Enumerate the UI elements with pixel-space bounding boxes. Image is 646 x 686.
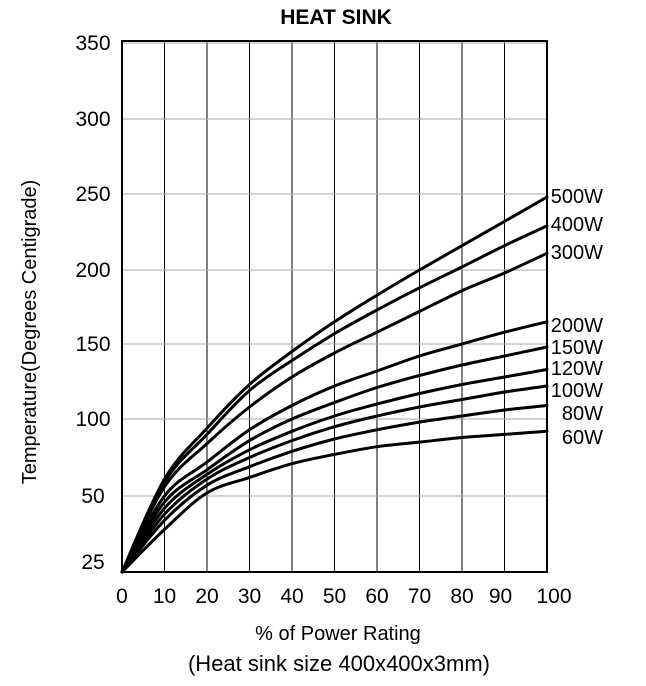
y-tick-label: 300 [75,108,110,131]
y-tick-label: 25 [81,551,104,574]
series-label-200w: 200W [551,315,603,337]
series-line-200w [120,320,549,574]
series-line-100w [120,384,549,574]
x-tick-label: 100 [536,585,571,608]
series-line-120w [120,368,549,574]
x-tick-label: 30 [238,585,261,608]
y-tick-label: 150 [75,333,110,356]
plot-frame [121,40,548,573]
x-tick-label: 20 [195,585,218,608]
series-label-80w: 80W [562,403,603,425]
series-label-120w: 120W [551,358,603,380]
series-line-300w [120,251,549,574]
x-tick-label: 80 [450,585,473,608]
y-tick-label: 50 [81,485,104,508]
series-lines [120,195,549,574]
series-label-150w: 150W [551,337,603,359]
series-line-80w [120,404,549,574]
series-label-400w: 400W [551,214,603,236]
x-tick-label: 60 [365,585,388,608]
y-tick-label: 250 [75,183,110,206]
x-axis-label: % of Power Rating [255,623,421,645]
y-tick-labels: 25 50 100 150 200 250 300 350 [75,32,110,574]
grid [121,41,548,573]
y-tick-label: 200 [75,259,110,282]
series-label-500w: 500W [551,186,603,208]
y-tick-label: 100 [75,408,110,431]
series-label-60w: 60W [562,427,603,449]
series-label-300w: 300W [551,242,603,264]
series-label-100w: 100W [551,380,603,402]
y-tick-label: 350 [75,32,110,55]
series-line-400w [120,224,549,574]
x-tick-label: 10 [153,585,176,608]
x-tick-label: 40 [280,585,303,608]
x-tick-label: 70 [408,585,431,608]
x-tick-label: 0 [116,585,128,608]
x-tick-labels: 0 10 20 30 40 50 60 70 80 90 100 [116,585,571,608]
series-line-60w [120,429,549,574]
y-axis-label: Temperature(Degrees Centigrade) [19,180,41,485]
x-axis-subtitle: (Heat sink size 400x400x3mm) [188,651,490,676]
series-line-500w [120,195,549,574]
chart-title: HEAT SINK [280,6,392,29]
x-tick-label: 90 [489,585,512,608]
x-tick-label: 50 [323,585,346,608]
series-line-150w [120,345,549,574]
